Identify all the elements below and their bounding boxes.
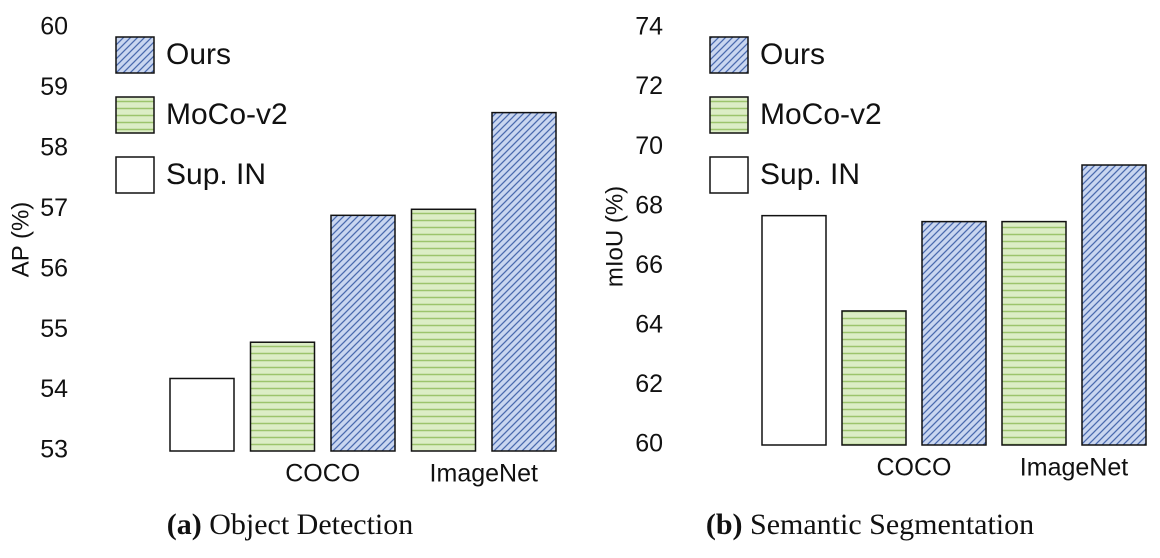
bar bbox=[169, 377, 235, 452]
y-tick-label: 54 bbox=[40, 375, 68, 403]
y-tick-label: 68 bbox=[635, 191, 663, 219]
legend-swatch bbox=[115, 156, 155, 194]
y-axis-label: mIoU (%) bbox=[601, 186, 628, 287]
y-tick-label: 59 bbox=[40, 73, 68, 101]
caption: (b) Semantic Segmentation bbox=[706, 508, 1034, 541]
caption-label: (b) bbox=[706, 508, 743, 541]
y-tick-label: 74 bbox=[635, 13, 663, 41]
caption-label: (a) bbox=[167, 508, 202, 541]
x-category-label: COCO bbox=[877, 454, 952, 482]
caption-text: Semantic Segmentation bbox=[750, 508, 1034, 541]
caption: (a) Object Detection bbox=[167, 508, 414, 541]
legend-label: Ours bbox=[760, 38, 825, 71]
bar bbox=[1001, 220, 1067, 446]
caption-space bbox=[202, 508, 210, 541]
y-tick-label: 53 bbox=[40, 436, 68, 464]
y-tick-label: 60 bbox=[635, 430, 663, 458]
legend-label: MoCo-v2 bbox=[166, 98, 288, 131]
y-tick-label: 58 bbox=[40, 133, 68, 161]
bar bbox=[841, 310, 907, 446]
y-tick-label: 64 bbox=[635, 310, 663, 338]
y-tick-label: 72 bbox=[635, 72, 663, 100]
legend-swatch bbox=[115, 36, 155, 74]
y-tick-label: 60 bbox=[40, 13, 68, 41]
legend-label: Ours bbox=[166, 38, 231, 71]
legend-swatch bbox=[709, 96, 749, 134]
caption-space bbox=[743, 508, 751, 541]
legend-label: Sup. IN bbox=[166, 158, 266, 191]
bar bbox=[761, 214, 827, 446]
y-tick-label: 56 bbox=[40, 254, 68, 282]
y-tick-label: 55 bbox=[40, 315, 68, 343]
legend-swatch bbox=[709, 36, 749, 74]
bar bbox=[1081, 164, 1147, 446]
y-tick-label: 70 bbox=[635, 132, 663, 160]
y-tick-label: 57 bbox=[40, 194, 68, 222]
bar bbox=[921, 220, 987, 446]
legend-label: Sup. IN bbox=[760, 158, 860, 191]
y-tick-label: 66 bbox=[635, 251, 663, 279]
x-category-label: ImageNet bbox=[430, 460, 538, 488]
bar bbox=[249, 341, 316, 452]
bar bbox=[491, 111, 557, 452]
x-category-label: ImageNet bbox=[1020, 454, 1128, 482]
caption-text: Object Detection bbox=[209, 508, 413, 541]
legend-swatch bbox=[115, 96, 155, 134]
legend-label: MoCo-v2 bbox=[760, 98, 882, 131]
y-axis-label: AP (%) bbox=[7, 202, 34, 278]
legend-swatch bbox=[709, 156, 749, 194]
bar bbox=[330, 214, 396, 452]
bar bbox=[410, 208, 477, 452]
x-category-label: COCO bbox=[285, 460, 360, 488]
y-tick-label: 62 bbox=[635, 370, 663, 398]
